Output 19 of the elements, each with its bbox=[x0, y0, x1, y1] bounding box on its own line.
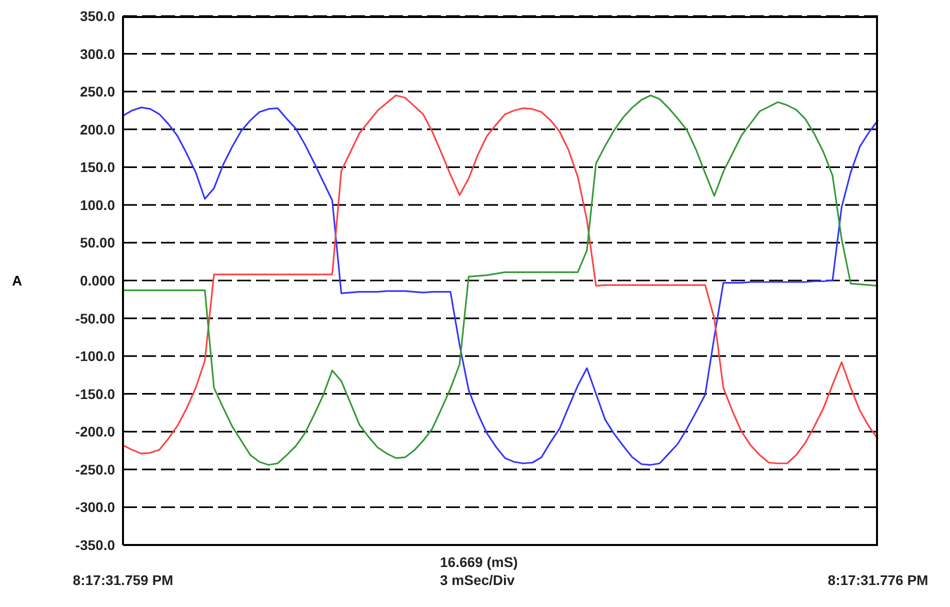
y-tick-label: -300.0 bbox=[75, 499, 116, 516]
x-tick-label: 8:17:31.759 PM bbox=[72, 572, 174, 588]
y-tick-label: 250.0 bbox=[80, 84, 116, 100]
x-tick-label: 8:17:31.776 PM bbox=[828, 572, 928, 588]
y-tick-label: 300.0 bbox=[80, 46, 116, 62]
y-tick-label: 100.0 bbox=[80, 196, 116, 213]
y-tick-label: -100.0 bbox=[75, 348, 116, 364]
y-tick-label: 350.0 bbox=[80, 8, 116, 24]
y-tick-label: -150.0 bbox=[75, 386, 116, 402]
x-axis-title: 16.669 (mS) 3 mSec/Div bbox=[440, 553, 518, 589]
y-tick-label: -50.00 bbox=[75, 310, 116, 326]
y-tick-label: 200.0 bbox=[80, 121, 116, 138]
y-tick-label: -350.0 bbox=[75, 536, 116, 553]
y-tick-label: 50.00 bbox=[80, 234, 116, 251]
y-tick-label: 150.0 bbox=[80, 159, 116, 176]
y-axis-title: A bbox=[12, 272, 22, 288]
y-tick-label: -250.0 bbox=[75, 461, 116, 478]
y-tick-label: 0.000 bbox=[80, 272, 116, 288]
y-tick-label: -200.0 bbox=[75, 424, 116, 440]
